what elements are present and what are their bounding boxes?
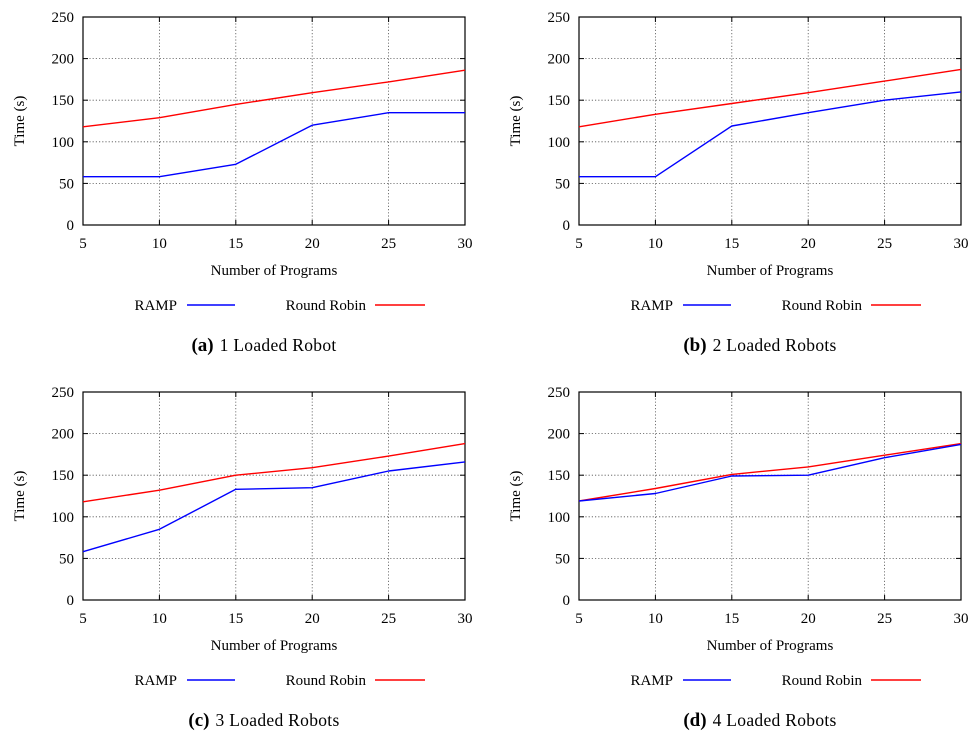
y-axis-label: Time (s) xyxy=(12,471,28,522)
x-tick-label: 20 xyxy=(305,611,320,627)
series-line-ramp xyxy=(83,111,465,178)
y-tick-label: 0 xyxy=(67,218,75,234)
y-tick-label: 100 xyxy=(548,510,571,526)
x-tick-label: 15 xyxy=(228,611,243,627)
series-line-round-robin xyxy=(578,68,962,128)
y-tick-label: 200 xyxy=(548,52,571,68)
caption-text: 2 Loaded Robots xyxy=(713,335,837,355)
x-tick-label: 30 xyxy=(954,236,969,252)
caption-letter: (c) xyxy=(188,710,209,731)
x-tick-label: 5 xyxy=(79,236,87,252)
x-tick-label: 10 xyxy=(648,611,663,627)
x-tick-label: 20 xyxy=(801,611,816,627)
chart-panel-a: 0 50 100 150 200 250 5 10 15 20 25 30 Number of Prog… xyxy=(12,10,473,356)
caption-text: 4 Loaded Robots xyxy=(713,710,837,730)
panel-caption: (a) 1 Loaded Robot xyxy=(191,335,336,356)
y-tick-label: 150 xyxy=(52,93,75,109)
x-axis-label: Number of Programs xyxy=(211,638,338,654)
series-line-ramp xyxy=(578,443,962,502)
plot-frame xyxy=(82,16,466,226)
x-tick-label: 15 xyxy=(724,611,739,627)
x-tick-label: 10 xyxy=(648,236,663,252)
y-tick-label: 0 xyxy=(563,593,571,609)
series-line-ramp xyxy=(82,461,466,553)
y-tick-label: 250 xyxy=(548,385,571,401)
x-tick-label: 5 xyxy=(575,611,583,627)
caption-text: 3 Loaded Robots xyxy=(216,710,340,730)
y-tick-label: 150 xyxy=(548,93,571,109)
x-tick-label: 25 xyxy=(877,236,892,252)
y-tick-label: 100 xyxy=(548,135,571,151)
chart-panel-d: 0 50 100 150 200 250 5 10 15 20 25 30 Number of Prog… xyxy=(508,385,969,731)
y-tick-label: 250 xyxy=(52,385,75,401)
y-tick-label: 100 xyxy=(52,510,75,526)
y-tick-label: 50 xyxy=(555,551,570,567)
plot-frame xyxy=(578,391,962,601)
x-tick-label: 30 xyxy=(458,236,473,252)
y-tick-label: 150 xyxy=(52,468,75,484)
panel-caption: (d) 4 Loaded Robots xyxy=(683,710,836,731)
plot-frame xyxy=(82,391,466,601)
series-line-round-robin xyxy=(578,442,962,502)
chart-panel-b: 0 50 100 150 200 250 5 10 15 20 25 30 Number of Prog… xyxy=(508,10,969,356)
x-tick-label: 25 xyxy=(877,611,892,627)
legend-label: RAMP xyxy=(630,298,673,314)
chart-panel-c: 0 50 100 150 200 250 5 10 15 20 25 30 Number of Prog… xyxy=(12,385,473,731)
x-tick-label: 25 xyxy=(381,236,396,252)
legend-label: RAMP xyxy=(134,298,177,314)
x-tick-label: 30 xyxy=(954,611,969,627)
x-axis-label: Number of Programs xyxy=(211,263,338,279)
x-tick-label: 20 xyxy=(801,236,816,252)
y-tick-label: 50 xyxy=(59,551,74,567)
x-tick-label: 10 xyxy=(152,236,167,252)
x-tick-label: 5 xyxy=(575,236,583,252)
y-tick-label: 50 xyxy=(555,176,570,192)
caption-letter: (d) xyxy=(683,710,706,731)
y-axis-label: Time (s) xyxy=(508,471,524,522)
panel-caption: (b) 2 Loaded Robots xyxy=(683,335,836,356)
caption-letter: (b) xyxy=(683,335,706,356)
y-tick-label: 50 xyxy=(59,176,74,192)
caption-letter: (a) xyxy=(191,335,213,356)
x-tick-label: 20 xyxy=(305,236,320,252)
series-line-round-robin xyxy=(82,442,466,503)
series-line-ramp xyxy=(579,91,962,178)
legend-label: RAMP xyxy=(134,673,177,689)
y-tick-label: 200 xyxy=(52,427,75,443)
legend-label: Round Robin xyxy=(782,298,863,314)
y-tick-label: 250 xyxy=(52,10,75,26)
legend-label: Round Robin xyxy=(286,298,367,314)
x-axis-label: Number of Programs xyxy=(707,263,834,279)
y-tick-label: 100 xyxy=(52,135,75,151)
x-tick-label: 15 xyxy=(724,236,739,252)
series-line-round-robin xyxy=(82,69,466,128)
plot-frame xyxy=(578,16,962,226)
y-tick-label: 0 xyxy=(563,218,571,234)
legend-label: RAMP xyxy=(630,673,673,689)
legend-label: Round Robin xyxy=(286,673,367,689)
legend-label: Round Robin xyxy=(782,673,863,689)
x-tick-label: 10 xyxy=(152,611,167,627)
x-tick-label: 15 xyxy=(228,236,243,252)
y-axis-label: Time (s) xyxy=(508,96,524,147)
y-tick-label: 200 xyxy=(52,52,75,68)
x-tick-label: 25 xyxy=(381,611,396,627)
y-tick-label: 250 xyxy=(548,10,571,26)
caption-text: 1 Loaded Robot xyxy=(220,335,337,355)
y-axis-label: Time (s) xyxy=(12,96,28,147)
y-tick-label: 0 xyxy=(67,593,75,609)
x-tick-label: 30 xyxy=(458,611,473,627)
x-tick-label: 5 xyxy=(79,611,87,627)
y-tick-label: 200 xyxy=(548,427,571,443)
y-tick-label: 150 xyxy=(548,468,571,484)
panel-caption: (c) 3 Loaded Robots xyxy=(188,710,339,731)
x-axis-label: Number of Programs xyxy=(707,638,834,654)
